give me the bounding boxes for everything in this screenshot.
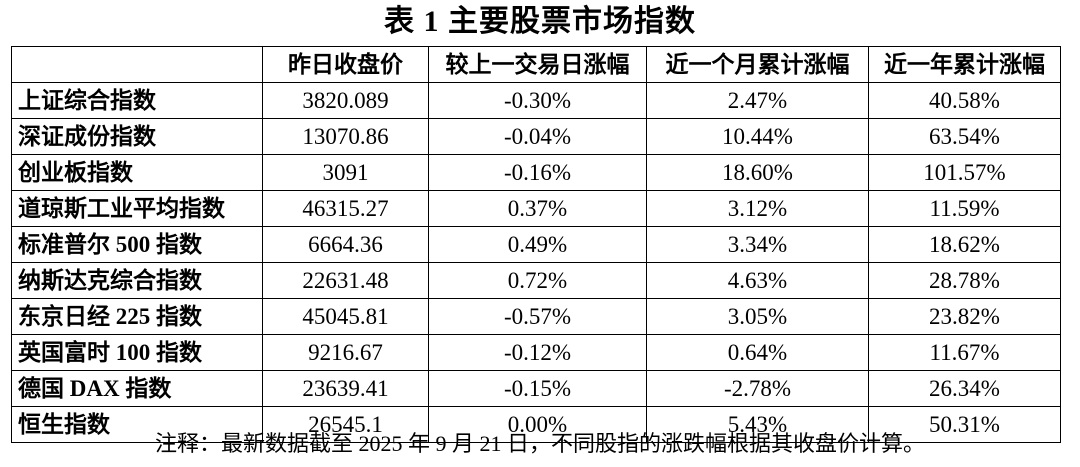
- monthly-change-cell: 2.47%: [646, 82, 869, 119]
- prev-close-cell: 9216.67: [262, 334, 429, 371]
- table-row: 德国 DAX 指数 23639.41 -0.15% -2.78% 26.34%: [11, 370, 1061, 407]
- index-name-cell: 东京日经 225 指数: [11, 298, 263, 335]
- prev-close-cell: 13070.86: [262, 118, 429, 155]
- table-header-row: 昨日收盘价 较上一交易日涨幅 近一个月累计涨幅 近一年累计涨幅: [11, 46, 1061, 83]
- monthly-change-cell: 5.43%: [646, 406, 869, 443]
- header-cell-yearly-change: 近一年累计涨幅: [868, 46, 1061, 83]
- monthly-change-cell: 4.63%: [646, 262, 869, 299]
- table-row: 恒生指数 26545.1 0.00% 5.43% 50.31%: [11, 406, 1061, 443]
- prev-close-cell: 3820.089: [262, 82, 429, 119]
- table-row: 英国富时 100 指数 9216.67 -0.12% 0.64% 11.67%: [11, 334, 1061, 371]
- header-cell-index-name: [11, 46, 263, 83]
- yearly-change-cell: 11.67%: [868, 334, 1061, 371]
- header-cell-daily-change: 较上一交易日涨幅: [428, 46, 647, 83]
- daily-change-cell: -0.15%: [428, 370, 647, 407]
- prev-close-cell: 3091: [262, 154, 429, 191]
- yearly-change-cell: 101.57%: [868, 154, 1061, 191]
- prev-close-cell: 46315.27: [262, 190, 429, 227]
- index-name-cell: 德国 DAX 指数: [11, 370, 263, 407]
- daily-change-cell: -0.16%: [428, 154, 647, 191]
- index-name-cell: 纳斯达克综合指数: [11, 262, 263, 299]
- daily-change-cell: 0.72%: [428, 262, 647, 299]
- index-name-cell: 深证成份指数: [11, 118, 263, 155]
- monthly-change-cell: 3.12%: [646, 190, 869, 227]
- daily-change-cell: -0.12%: [428, 334, 647, 371]
- yearly-change-cell: 40.58%: [868, 82, 1061, 119]
- daily-change-cell: 0.00%: [428, 406, 647, 443]
- header-cell-monthly-change: 近一个月累计涨幅: [646, 46, 869, 83]
- monthly-change-cell: 0.64%: [646, 334, 869, 371]
- table-row: 深证成份指数 13070.86 -0.04% 10.44% 63.54%: [11, 118, 1061, 155]
- daily-change-cell: -0.57%: [428, 298, 647, 335]
- stock-index-table: 昨日收盘价 较上一交易日涨幅 近一个月累计涨幅 近一年累计涨幅 上证综合指数 38…: [11, 46, 1061, 443]
- monthly-change-cell: 3.34%: [646, 226, 869, 263]
- index-name-cell: 恒生指数: [11, 406, 263, 443]
- prev-close-cell: 45045.81: [262, 298, 429, 335]
- prev-close-cell: 22631.48: [262, 262, 429, 299]
- daily-change-cell: 0.37%: [428, 190, 647, 227]
- header-cell-prev-close: 昨日收盘价: [262, 46, 429, 83]
- yearly-change-cell: 50.31%: [868, 406, 1061, 443]
- index-name-cell: 创业板指数: [11, 154, 263, 191]
- monthly-change-cell: 3.05%: [646, 298, 869, 335]
- yearly-change-cell: 18.62%: [868, 226, 1061, 263]
- yearly-change-cell: 63.54%: [868, 118, 1061, 155]
- prev-close-cell: 26545.1: [262, 406, 429, 443]
- index-name-cell: 标准普尔 500 指数: [11, 226, 263, 263]
- index-name-cell: 上证综合指数: [11, 82, 263, 119]
- table-row: 上证综合指数 3820.089 -0.30% 2.47% 40.58%: [11, 82, 1061, 119]
- daily-change-cell: -0.04%: [428, 118, 647, 155]
- monthly-change-cell: -2.78%: [646, 370, 869, 407]
- index-name-cell: 道琼斯工业平均指数: [11, 190, 263, 227]
- table-row: 纳斯达克综合指数 22631.48 0.72% 4.63% 28.78%: [11, 262, 1061, 299]
- prev-close-cell: 23639.41: [262, 370, 429, 407]
- monthly-change-cell: 18.60%: [646, 154, 869, 191]
- yearly-change-cell: 28.78%: [868, 262, 1061, 299]
- daily-change-cell: -0.30%: [428, 82, 647, 119]
- table-row: 东京日经 225 指数 45045.81 -0.57% 3.05% 23.82%: [11, 298, 1061, 335]
- daily-change-cell: 0.49%: [428, 226, 647, 263]
- monthly-change-cell: 10.44%: [646, 118, 869, 155]
- yearly-change-cell: 23.82%: [868, 298, 1061, 335]
- prev-close-cell: 6664.36: [262, 226, 429, 263]
- table-row: 道琼斯工业平均指数 46315.27 0.37% 3.12% 11.59%: [11, 190, 1061, 227]
- footnote: 注释：最新数据截至 2025 年 9 月 21 日，不同股指的涨跌幅根据其收盘价…: [154, 431, 925, 456]
- table-body: 上证综合指数 3820.089 -0.30% 2.47% 40.58% 深证成份指数 130…: [11, 82, 1061, 443]
- table-row: 创业板指数 3091 -0.16% 18.60% 101.57%: [11, 154, 1061, 191]
- table-title: 表 1 主要股票市场指数: [384, 5, 696, 38]
- index-name-cell: 英国富时 100 指数: [11, 334, 263, 371]
- yearly-change-cell: 26.34%: [868, 370, 1061, 407]
- table-row: 标准普尔 500 指数 6664.36 0.49% 3.34% 18.62%: [11, 226, 1061, 263]
- yearly-change-cell: 11.59%: [868, 190, 1061, 227]
